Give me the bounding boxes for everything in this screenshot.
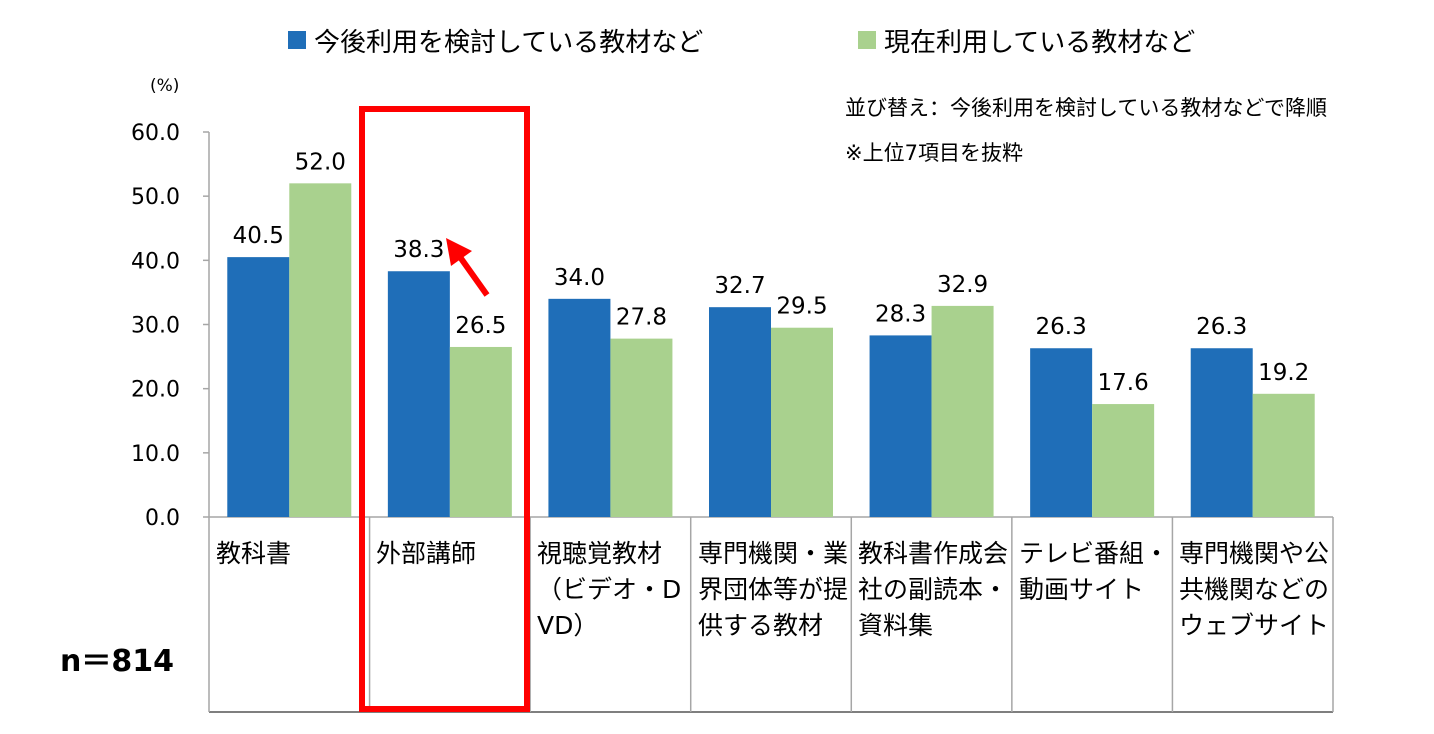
bar-planned [227,257,290,517]
data-label-planned: 38.3 [393,237,444,263]
category-label-external-lecturer: 外部講師 [376,539,477,568]
category-label-supplementary: 教科書作成会社の副読本・資料集 [858,539,1009,640]
category-label-websites: 専門機関や公共機関などのウェブサイト [1179,539,1330,640]
bar-planned [869,335,932,517]
data-label-planned: 26.3 [1196,314,1247,340]
data-label-current: 19.2 [1258,360,1309,386]
bar-planned [387,271,450,517]
category-label-professional-org: 専門機関・業界団体等が提供する教材 [698,539,849,640]
legend-label-current: 現在利用している教材など [884,27,1196,58]
y-tick-label: 0.0 [145,506,180,531]
category-label-audiovisual: 視聴覚教材（ビデオ・DVD） [537,539,682,640]
bar-current [449,346,512,517]
data-label-planned: 28.3 [875,301,926,327]
legend-item-current: 現在利用している教材など [858,22,1195,58]
bar-current [771,327,833,517]
data-label-current: 29.5 [776,294,827,320]
data-label-current: 52.0 [295,149,346,175]
bar-current [1092,404,1155,517]
sample-size: n＝814 [60,644,174,679]
bar-planned [1030,348,1093,517]
y-tick-label: 40.0 [131,249,180,274]
category-label-textbook: 教科書 [216,539,292,568]
bar-planned [1190,348,1253,517]
bar-planned [709,307,771,517]
bar-planned [548,298,611,517]
highlight-box [359,106,530,712]
category-label-tv-video: テレビ番組・動画サイト [1019,539,1170,604]
y-tick-label: 60.0 [131,121,180,146]
data-label-current: 32.9 [937,272,988,298]
data-label-planned: 32.7 [714,273,765,299]
sort-note: 並び替え：今後利用を検討している教材などで降順 [845,96,1327,120]
bar-current [610,338,673,517]
data-label-planned: 34.0 [554,265,605,291]
data-label-planned: 40.5 [233,223,284,249]
bar-current [289,183,352,518]
y-tick-label: 50.0 [131,185,180,210]
legend-swatch-planned [288,31,306,49]
bar-current [1252,393,1315,517]
y-tick-label: 10.0 [131,442,180,467]
y-axis-unit: (%) [150,76,180,96]
data-label-current: 27.8 [616,305,667,331]
highlight-arrow [446,238,490,297]
legend-label-planned: 今後利用を検討している教材など [314,27,704,58]
y-tick-label: 30.0 [131,314,180,339]
data-label-current: 26.5 [455,313,506,339]
data-label-current: 17.6 [1098,370,1149,396]
excerpt-note: ※上位7項目を抜粋 [845,141,1023,165]
legend-swatch-current [858,31,876,49]
bar-current [931,305,994,517]
y-tick-label: 20.0 [131,378,180,403]
data-label-planned: 26.3 [1036,314,1087,340]
legend-item-planned: 今後利用を検討している教材など [288,22,703,58]
